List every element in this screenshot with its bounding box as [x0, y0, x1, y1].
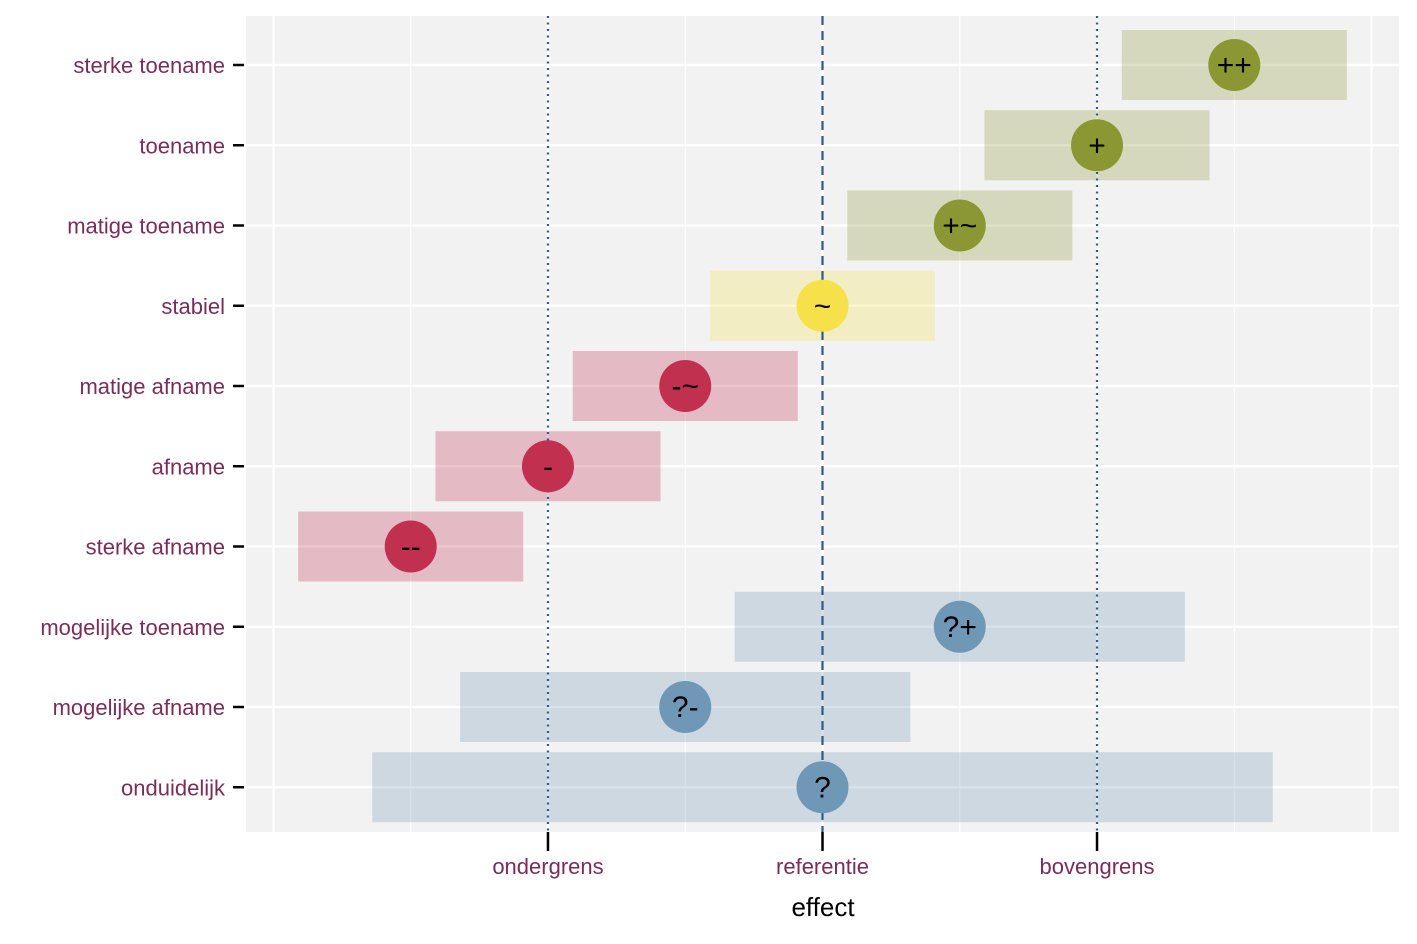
estimate-symbol: -- — [401, 531, 421, 564]
estimate-symbol: ++ — [1217, 49, 1252, 82]
estimate-dots: ++++~~-~---?+?-? — [384, 39, 1261, 814]
y-tick-label: stabiel — [161, 294, 225, 319]
y-tick-label: matige toename — [67, 214, 225, 239]
y-tick-label: sterke afname — [86, 535, 225, 560]
estimate-dot — [1208, 39, 1261, 91]
estimate-dot — [384, 520, 437, 573]
y-tick-label: matige afname — [79, 374, 225, 399]
reference-lines — [546, 16, 1099, 832]
x-axis: ondergrens referentie bovengrens — [492, 832, 1155, 879]
estimate-dot — [796, 279, 849, 332]
estimate-dot — [933, 600, 986, 653]
estimate-symbol: +~ — [942, 210, 977, 243]
y-tick-label: toename — [139, 133, 225, 158]
estimate-symbol: ~ — [814, 290, 832, 323]
y-tick-label: sterke toename — [73, 53, 225, 78]
y-axis: sterke toename toename matige toename stabi… — [40, 53, 244, 800]
estimate-dot — [1071, 119, 1124, 172]
estimate-symbol: ?- — [672, 691, 699, 724]
estimate-symbol: ? — [814, 771, 831, 804]
y-tick-label: mogelijke afname — [53, 695, 225, 720]
estimate-symbol: ?+ — [943, 611, 977, 644]
x-axis-title: effect — [791, 892, 855, 922]
x-tick-label: bovengrens — [1040, 854, 1155, 879]
estimate-dot — [796, 761, 849, 814]
estimate-dot — [659, 681, 712, 733]
x-tick-label: ondergrens — [492, 854, 603, 879]
y-tick-label: afname — [152, 454, 225, 479]
estimate-symbol: + — [1088, 129, 1106, 162]
x-tick-label: referentie — [776, 854, 869, 879]
y-tick-label: mogelijke toename — [40, 615, 225, 640]
estimate-symbol: - — [543, 450, 553, 483]
estimate-symbol: -~ — [671, 370, 699, 403]
estimate-dot — [933, 199, 986, 252]
estimate-dot — [659, 360, 712, 412]
y-tick-label: onduidelijk — [121, 775, 226, 800]
estimate-dot — [521, 440, 574, 493]
